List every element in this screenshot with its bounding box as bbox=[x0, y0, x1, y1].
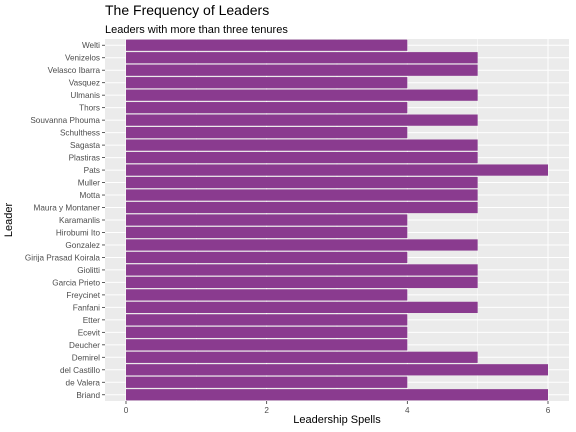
bar bbox=[126, 239, 478, 251]
bar bbox=[126, 77, 408, 89]
bar bbox=[126, 214, 408, 226]
bar bbox=[126, 139, 478, 151]
chart-title: The Frequency of Leaders bbox=[105, 2, 269, 18]
y-tick-label: Ulmanis bbox=[70, 91, 100, 100]
chart-subtitle: Leaders with more than three tenures bbox=[105, 24, 288, 36]
y-tick-label: Thors bbox=[79, 104, 100, 113]
x-tick-label: 0 bbox=[124, 406, 129, 415]
x-tick-label: 6 bbox=[546, 406, 551, 415]
x-tick-label: 2 bbox=[264, 406, 269, 415]
y-tick-label: Demirel bbox=[72, 353, 100, 362]
y-tick-label: Muller bbox=[78, 179, 101, 188]
y-tick-label: Briand bbox=[76, 391, 100, 400]
y-tick-label: Gonzalez bbox=[65, 241, 100, 250]
bar bbox=[126, 301, 478, 313]
y-axis-title: Leader bbox=[3, 203, 15, 238]
y-tick-label: Ecevit bbox=[78, 328, 101, 337]
y-tick-label: Pats bbox=[84, 166, 100, 175]
x-axis-title: Leadership Spells bbox=[293, 414, 381, 426]
bar bbox=[126, 164, 548, 176]
bar bbox=[126, 364, 548, 376]
y-tick-label: Sagasta bbox=[70, 141, 100, 150]
y-tick-label: Giolitti bbox=[77, 266, 100, 275]
bar bbox=[126, 52, 478, 64]
bar bbox=[126, 276, 478, 289]
bar bbox=[126, 201, 478, 214]
bar bbox=[126, 339, 408, 351]
y-tick-label: Hirobumi Ito bbox=[56, 228, 101, 237]
y-tick-label: Motta bbox=[80, 191, 101, 200]
bar bbox=[126, 151, 478, 164]
y-tick-label: Vasquez bbox=[69, 79, 100, 88]
x-tick-label: 4 bbox=[405, 406, 410, 415]
bar bbox=[126, 376, 408, 388]
bar bbox=[126, 64, 478, 76]
bar bbox=[126, 326, 408, 338]
bar bbox=[126, 114, 478, 126]
bar bbox=[126, 314, 408, 326]
y-axis-ticks: Briand de Valera del Castillo Demirel Deuche… bbox=[25, 41, 105, 400]
bar bbox=[126, 264, 478, 276]
y-tick-label: Velasco Ibarra bbox=[48, 66, 101, 75]
bar bbox=[126, 89, 478, 101]
bar bbox=[126, 251, 408, 264]
y-tick-label: Garcia Prieto bbox=[52, 278, 100, 287]
bar bbox=[126, 102, 408, 114]
y-tick-label: de Valera bbox=[66, 378, 101, 387]
y-tick-label: del Castillo bbox=[60, 366, 100, 375]
y-tick-label: Etter bbox=[83, 316, 101, 325]
y-tick-label: Maura y Montaner bbox=[34, 204, 101, 213]
y-tick-label: Schulthess bbox=[60, 129, 100, 138]
y-tick-label: Venizelos bbox=[65, 54, 100, 63]
bar bbox=[126, 351, 478, 363]
y-tick-label: Freycinet bbox=[66, 291, 100, 300]
y-tick-label: Karamanlis bbox=[59, 216, 100, 225]
bar bbox=[126, 226, 408, 239]
bar bbox=[126, 389, 548, 401]
y-tick-label: Girija Prasad Koirala bbox=[25, 253, 101, 262]
bar bbox=[126, 39, 408, 51]
y-tick-label: Fanfani bbox=[73, 303, 100, 312]
y-tick-label: Souvanna Phouma bbox=[30, 116, 100, 125]
y-tick-label: Welti bbox=[82, 41, 100, 50]
bar bbox=[126, 189, 478, 201]
bar bbox=[126, 127, 408, 139]
bar bbox=[126, 289, 408, 301]
bars-group bbox=[126, 39, 548, 401]
bar bbox=[126, 176, 478, 189]
y-tick-label: Plastiras bbox=[69, 154, 100, 163]
x-axis-ticks: 0 2 4 6 bbox=[124, 401, 551, 415]
y-tick-label: Deucher bbox=[69, 341, 100, 350]
